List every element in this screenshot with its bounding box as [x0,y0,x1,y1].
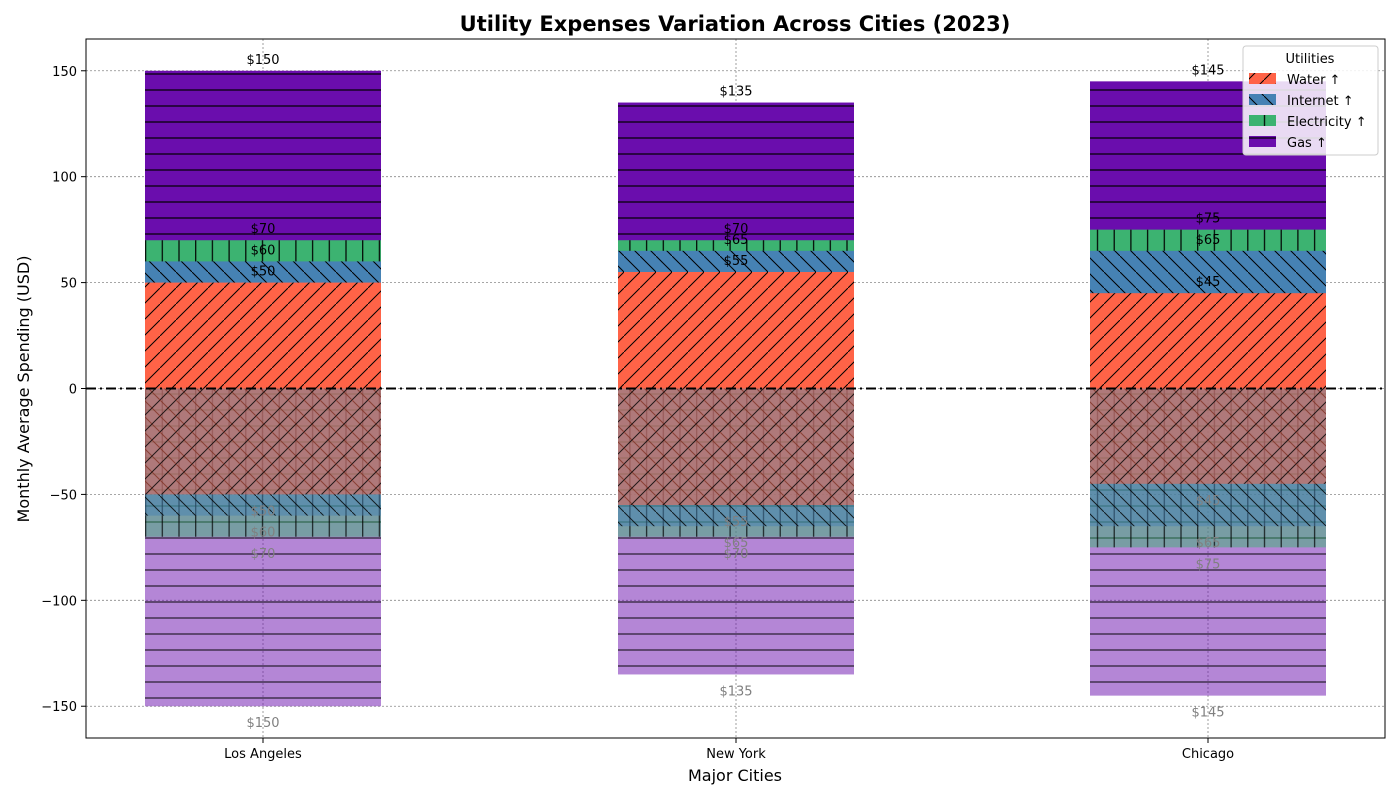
legend-title: Utilities [1286,52,1335,67]
y-tick-label: 50 [60,277,77,292]
data-label: $75 [1196,212,1221,227]
data-label: $45 [1196,275,1221,290]
mirror-data-label: $135 [719,684,752,699]
x-tick-label: New York [706,747,766,762]
data-label: $70 [724,222,749,237]
mirror-data-label: $50 [251,504,276,519]
data-label: $145 [1191,63,1224,78]
data-labels: $50$50$60$60$70$70$150$150$55$55$65$65$7… [246,53,1224,731]
mirror-data-label: $70 [724,547,749,562]
x-tick-label: Los Angeles [224,747,302,762]
y-tick-label: 150 [52,65,77,80]
mirror-data-label: $145 [1191,706,1224,721]
mirror-bar-hatch-water [618,388,854,505]
x-tick-label: Chicago [1182,747,1234,762]
mirror-bar-hatch-water [145,388,381,495]
mirror-data-label: $70 [251,547,276,562]
y-axis: −150 −100 −50 0 50 100 150 [41,65,86,715]
mirror-data-label: $150 [246,716,279,731]
data-label: $60 [251,243,276,258]
data-label: $65 [1196,233,1221,248]
mirror-data-label: $65 [1196,536,1221,551]
mirror-data-label: $55 [724,515,749,530]
legend-label-electricity: Electricity ↑ [1287,115,1367,130]
data-label: $50 [251,265,276,280]
x-axis: Los Angeles New York Chicago [224,738,1234,762]
y-axis-label: Monthly Average Spending (USD) [14,256,33,523]
mirror-data-label: $45 [1196,494,1221,509]
legend-swatch-hatch-electricity [1249,115,1276,126]
mirror-bar-hatch-water [1090,388,1326,484]
data-label: $70 [251,222,276,237]
legend-swatch-hatch-internet [1249,94,1276,105]
y-tick-label: 0 [69,383,77,398]
data-label: $65 [724,233,749,248]
legend-label-gas: Gas ↑ [1287,136,1327,151]
legend-swatch-hatch-gas [1249,136,1276,147]
legend-frame [1242,45,1379,156]
mirror-data-label: $65 [724,536,749,551]
mirror-bars [145,388,1326,707]
legend: Utilities Water ↑ Internet ↑ Electricity ↑… [1242,45,1379,156]
bar-hatch-water [145,282,381,389]
legend-label-internet: Internet ↑ [1287,94,1354,109]
chart-title: Utility Expenses Variation Across Cities… [460,12,1011,36]
y-tick-label: −150 [41,700,77,715]
plot-area: $50$50$60$60$70$70$150$150$55$55$65$65$7… [41,38,1386,762]
x-axis-label: Major Cities [688,766,782,785]
legend-label-water: Water ↑ [1287,73,1340,88]
data-label: $150 [246,53,279,68]
legend-swatch-hatch-water [1249,73,1276,84]
mirror-data-label: $60 [251,526,276,541]
mirror-data-label: $75 [1196,557,1221,572]
data-label: $55 [724,254,749,269]
bars [145,70,1326,389]
y-tick-label: −100 [41,594,77,609]
y-tick-label: 100 [52,171,77,186]
bar-hatch-water [618,272,854,389]
bar-hatch-water [1090,293,1326,389]
data-label: $135 [719,85,752,100]
y-tick-label: −50 [50,488,77,503]
